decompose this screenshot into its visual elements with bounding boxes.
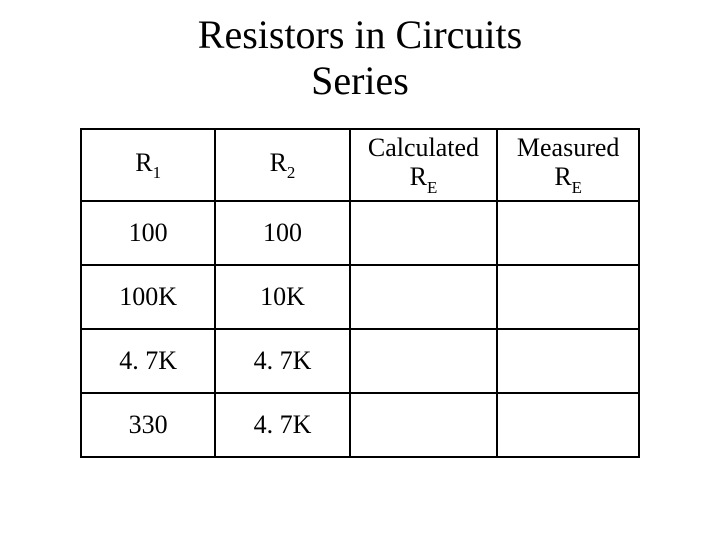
cell-meas: [497, 265, 639, 329]
header-calc-base: R: [410, 162, 427, 191]
header-meas-line2: RE: [498, 163, 638, 196]
cell-meas: [497, 393, 639, 457]
header-meas-base: R: [554, 162, 571, 191]
title-line-1: Resistors in Circuits: [198, 12, 522, 57]
header-calc-sub: E: [427, 178, 437, 197]
cell-r1: 330: [81, 393, 215, 457]
cell-r1: 4. 7K: [81, 329, 215, 393]
table-row: 330 4. 7K: [81, 393, 639, 457]
cell-meas: [497, 201, 639, 265]
table-row: 100K 10K: [81, 265, 639, 329]
table-row: 100 100: [81, 201, 639, 265]
header-calculated: Calculated RE: [350, 129, 498, 201]
header-r2-sub: 2: [287, 163, 295, 182]
table-header-row: R1 R2 Calculated RE Measured RE: [81, 129, 639, 201]
cell-r2: 4. 7K: [215, 329, 349, 393]
header-meas-sub: E: [572, 178, 582, 197]
table-row: 4. 7K 4. 7K: [81, 329, 639, 393]
table-container: R1 R2 Calculated RE Measured RE: [0, 128, 720, 458]
cell-calc: [350, 329, 498, 393]
header-meas-line1: Measured: [498, 134, 638, 163]
resistor-table: R1 R2 Calculated RE Measured RE: [80, 128, 640, 458]
cell-r1: 100: [81, 201, 215, 265]
header-measured: Measured RE: [497, 129, 639, 201]
cell-r2: 100: [215, 201, 349, 265]
page-title: Resistors in Circuits Series: [0, 12, 720, 104]
header-calc-line1: Calculated: [351, 134, 497, 163]
header-calc-line2: RE: [351, 163, 497, 196]
header-r1-base: R: [135, 148, 152, 177]
cell-r2: 10K: [215, 265, 349, 329]
header-r1: R1: [81, 129, 215, 201]
cell-r2: 4. 7K: [215, 393, 349, 457]
title-line-2: Series: [311, 58, 409, 103]
cell-meas: [497, 329, 639, 393]
cell-r1: 100K: [81, 265, 215, 329]
header-r2-base: R: [270, 148, 287, 177]
cell-calc: [350, 201, 498, 265]
header-r2: R2: [215, 129, 349, 201]
table-body: 100 100 100K 10K 4. 7K 4. 7K 330 4. 7K: [81, 201, 639, 457]
cell-calc: [350, 393, 498, 457]
cell-calc: [350, 265, 498, 329]
header-r1-sub: 1: [153, 163, 161, 182]
